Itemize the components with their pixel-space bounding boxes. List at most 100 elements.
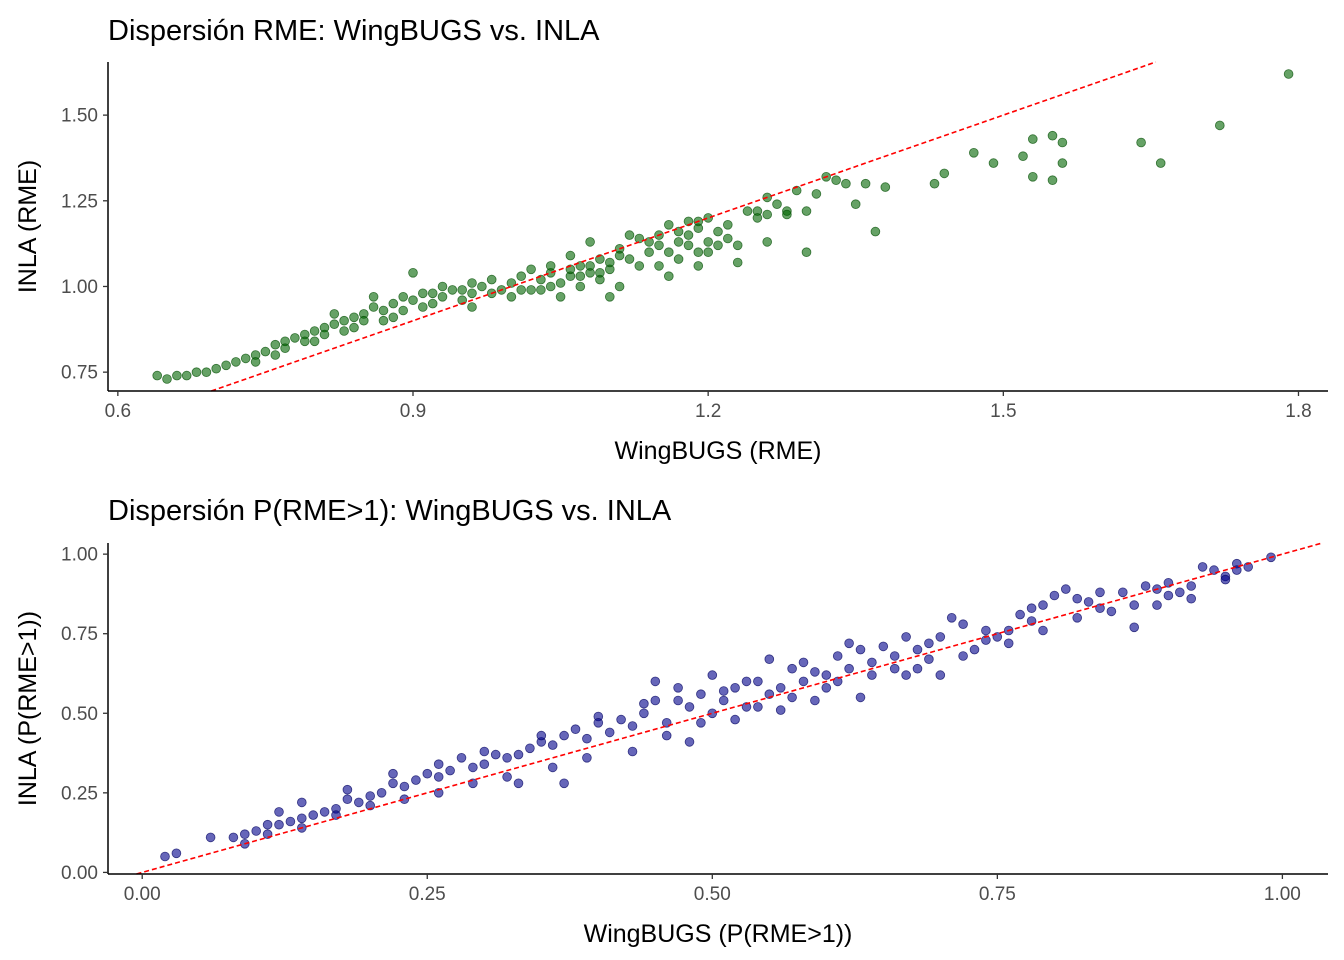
data-point — [624, 254, 635, 264]
data-point — [782, 209, 792, 220]
data-point — [775, 682, 786, 693]
data-point — [205, 832, 216, 843]
data-point — [1197, 562, 1208, 572]
data-point — [191, 367, 202, 378]
data-point — [398, 291, 409, 302]
data-point — [516, 285, 526, 295]
y-axis-ticks: 0.75 1.00 1.25 1.50 — [61, 106, 108, 384]
data-point — [1015, 609, 1025, 620]
data-point — [575, 271, 586, 282]
data-point — [309, 336, 320, 347]
data-point — [958, 651, 968, 661]
x-tick-label: 0.75 — [979, 884, 1016, 905]
data-point — [457, 285, 468, 295]
data-point — [855, 644, 866, 655]
data-point — [683, 230, 694, 240]
data-point — [296, 797, 307, 808]
data-point — [718, 686, 729, 696]
x-tick-label: 0.9 — [400, 401, 426, 422]
data-point — [844, 638, 854, 649]
data-point — [368, 302, 379, 312]
data-point — [798, 657, 809, 668]
data-point — [1018, 151, 1028, 162]
data-point — [650, 695, 661, 706]
data-point — [654, 240, 664, 251]
data-point — [365, 791, 376, 801]
data-point — [411, 775, 421, 785]
y-tick-label: 0.00 — [61, 863, 98, 884]
data-point — [358, 315, 369, 326]
data-point — [486, 274, 497, 285]
y-tick-label: 0.25 — [61, 783, 98, 804]
data-point — [506, 291, 517, 302]
data-point — [378, 315, 389, 326]
data-point — [988, 158, 999, 168]
data-point — [1038, 600, 1048, 610]
identity-reference-line — [136, 542, 1323, 875]
data-point — [732, 257, 743, 268]
data-point — [433, 772, 444, 782]
data-point — [969, 644, 980, 655]
data-point — [299, 336, 310, 347]
data-point — [1163, 590, 1174, 601]
data-point — [547, 740, 558, 750]
data-point — [513, 778, 524, 789]
data-point — [1215, 120, 1225, 131]
data-point — [513, 749, 524, 760]
data-point — [661, 730, 672, 741]
data-point — [1136, 137, 1146, 148]
data-point — [1129, 622, 1139, 633]
x-axis-title: WingBUGS (P(RME>1)) — [584, 920, 853, 948]
data-point — [1095, 587, 1105, 598]
data-point — [693, 247, 704, 258]
data-point — [595, 267, 605, 278]
probability-scatter-panel: Dispersión P(RME>1): WingBUGS vs. INLA 0… — [14, 495, 1328, 948]
data-point — [867, 670, 877, 680]
data-point — [703, 213, 713, 223]
data-point — [479, 759, 490, 769]
data-point — [526, 285, 536, 295]
data-point — [228, 832, 239, 843]
y-tick-label: 1.00 — [61, 545, 98, 566]
data-point — [422, 768, 433, 779]
data-point — [368, 291, 379, 302]
data-point — [722, 220, 733, 230]
data-point — [663, 271, 674, 282]
x-axis-ticks: 0.6 0.9 1.2 1.5 1.8 — [105, 391, 1312, 422]
data-point — [604, 727, 615, 738]
y-axis-ticks: 0.00 0.25 0.50 0.75 1.00 — [61, 545, 108, 884]
data-point — [684, 737, 695, 747]
data-point — [1283, 69, 1294, 79]
data-point — [673, 695, 683, 706]
data-point — [1028, 134, 1038, 144]
data-point — [713, 240, 723, 251]
data-point — [787, 692, 797, 703]
data-point — [433, 759, 444, 769]
data-point — [1175, 587, 1185, 598]
data-point — [752, 213, 763, 223]
data-point — [703, 237, 713, 247]
data-point — [342, 784, 353, 795]
data-point — [274, 807, 284, 817]
data-point — [860, 178, 871, 189]
identity-reference-line — [211, 61, 1157, 392]
data-point — [262, 819, 273, 830]
data-point — [663, 247, 674, 258]
data-point — [290, 333, 300, 343]
data-point — [1220, 574, 1231, 585]
y-tick-label: 0.75 — [61, 363, 98, 384]
data-point — [663, 220, 674, 230]
data-point — [162, 374, 172, 384]
data-point — [399, 794, 410, 804]
data-point — [1061, 584, 1071, 594]
chart-title: Dispersión RME: WingBUGS vs. INLA — [108, 15, 600, 47]
data-point — [912, 663, 923, 674]
data-point — [741, 676, 752, 687]
data-point — [240, 353, 251, 364]
data-point — [821, 682, 832, 693]
data-point — [614, 250, 625, 261]
data-point — [365, 800, 376, 811]
data-point — [772, 199, 782, 210]
data-point — [639, 698, 649, 709]
data-point — [810, 667, 820, 677]
